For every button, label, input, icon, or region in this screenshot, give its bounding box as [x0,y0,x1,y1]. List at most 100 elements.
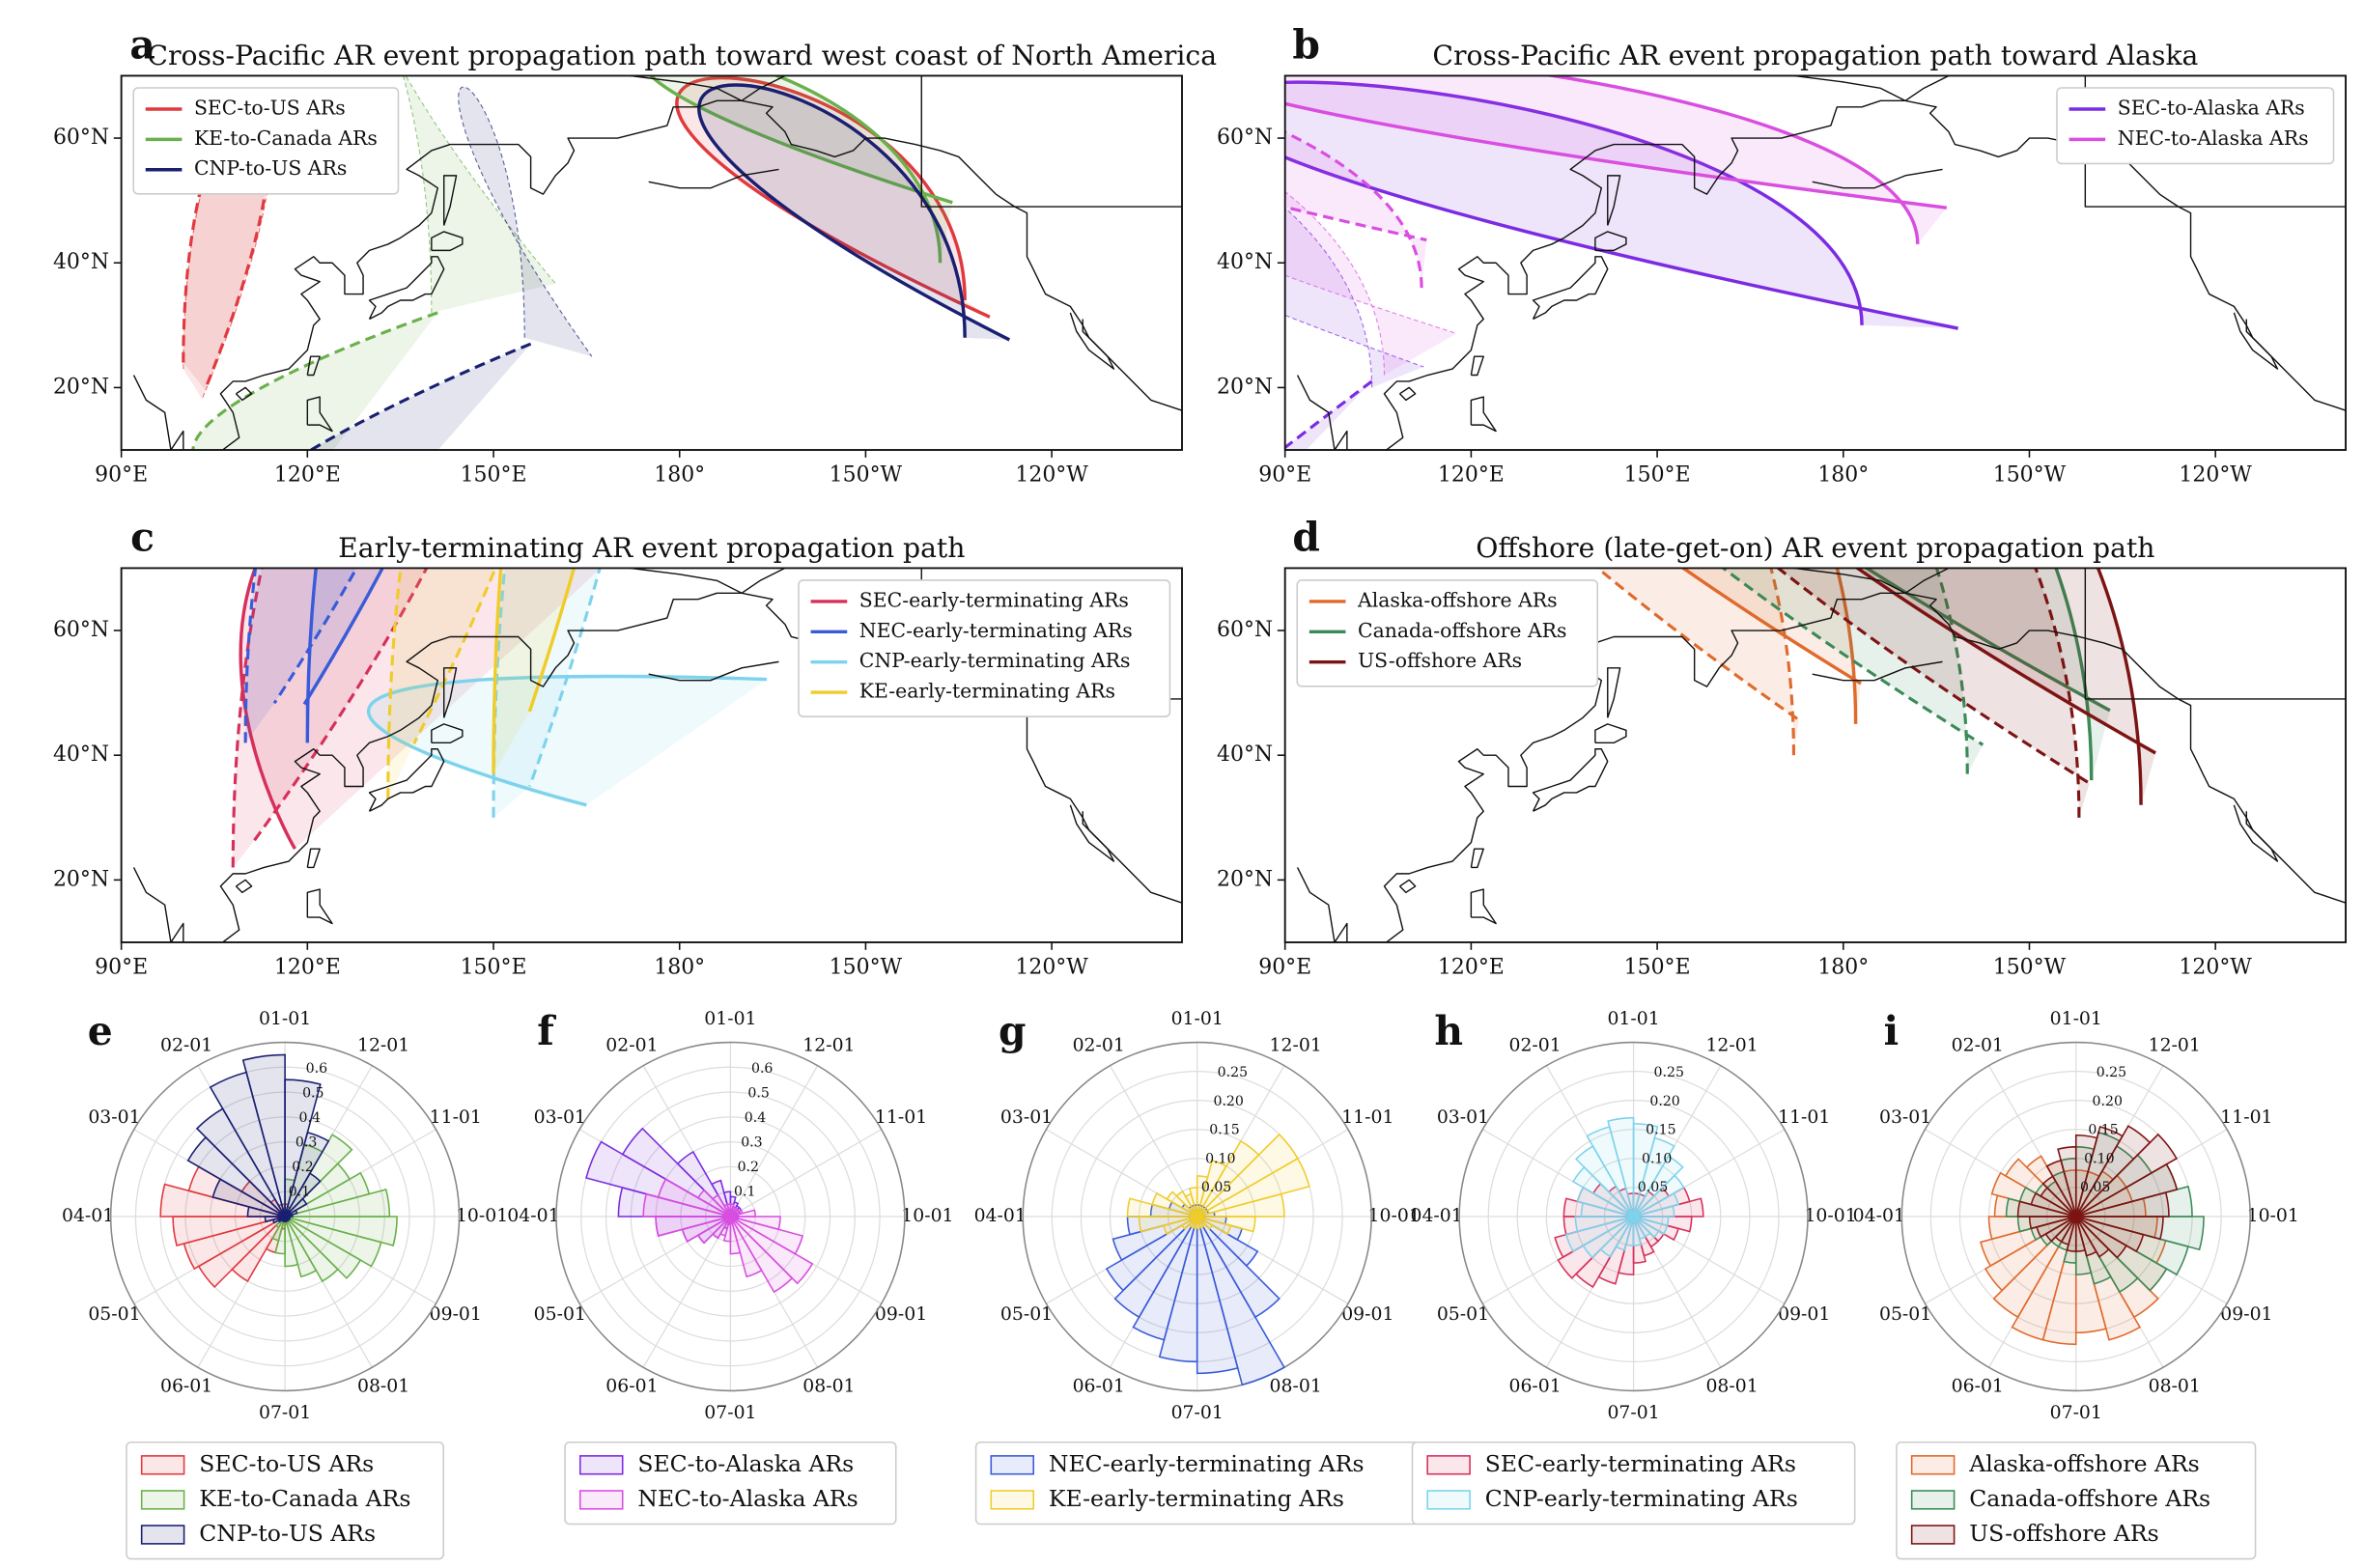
polar-bar [1574,1216,1635,1288]
coastline [306,888,333,925]
angle-label: 05-01 [534,1304,586,1325]
legend-label: KE-early-terminating ARs [859,680,1115,703]
polar-bar [1196,1216,1280,1319]
angle-label: 03-01 [1437,1107,1489,1128]
angle-label: 08-01 [1705,1377,1758,1397]
x-tick-label: 120°E [274,463,341,488]
map-area [132,568,1182,942]
coastline [235,879,253,894]
legend-label: SEC-early-terminating ARs [859,588,1129,611]
polar-frame [109,1041,461,1392]
polar-bar [1196,1159,1227,1218]
angle-label: 04-01 [507,1206,559,1226]
x-tick-label: 120°W [2179,463,2252,488]
radial-tick-label: 0.1 [289,1184,310,1199]
angle-label: 07-01 [1607,1403,1659,1423]
angle-label: 01-01 [1607,1009,1659,1029]
map-area [1296,568,2347,942]
x-tick-label: 150°W [1993,956,2067,980]
x-tick-label: 150°W [1993,463,2067,488]
coastline [741,75,786,101]
coastline [1594,231,1627,252]
legend-box [1296,579,1599,687]
radial-tick-label: 0.4 [745,1110,766,1126]
polar-bar [1586,1126,1635,1218]
angle-label: 07-01 [1171,1403,1224,1423]
map-title: Early-terminating AR event propagation p… [338,532,965,564]
y-tick-label: 60°N [53,618,109,642]
polar-bar [1126,1197,1197,1218]
radial-tick-label: 0.25 [2097,1065,2126,1080]
angle-label: 01-01 [259,1009,311,1029]
legend-swatch [1910,1525,1956,1545]
polar-bar [2075,1125,2152,1218]
angle-label: 05-01 [1437,1304,1489,1325]
y-tick-label: 40°N [53,742,109,767]
polar-bar [2075,1133,2179,1218]
termination-contour [492,568,577,774]
genesis-contour [243,568,358,743]
panel-label: i [1884,1008,1900,1054]
coastline [1398,879,1417,894]
y-tick-label: 20°N [53,375,109,399]
angle-label: 10-01 [1804,1206,1856,1226]
spoke [730,1129,882,1218]
radial-tick-label: 0.25 [1654,1065,1684,1080]
polar-bar [1582,1216,1635,1259]
coastline [1532,256,1609,321]
polar-bar [195,1107,286,1218]
legend-label: KE-to-Canada ARs [199,1485,410,1512]
coastline [1532,748,1609,812]
polar-bar [696,1216,731,1245]
coastline [1812,660,1943,682]
termination-contour [675,75,991,319]
x-tick-label: 150°E [1624,956,1691,980]
angle-label: 09-01 [430,1304,482,1325]
radial-tick-label: 0.20 [2093,1094,2123,1109]
panel-label: g [999,1008,1027,1054]
angle-label: 11-01 [875,1107,927,1128]
legend-label: KE-early-terminating ARs [1049,1485,1344,1512]
y-tick-label: 60°N [1217,618,1273,642]
angle-label: 01-01 [1171,1009,1224,1029]
x-tick-label: 150°W [830,956,903,980]
polar-bar [2075,1216,2159,1319]
angle-label: 08-01 [2149,1377,2201,1397]
y-tick-label: 20°N [1217,375,1273,399]
polar-frame [1900,1041,2251,1392]
x-tick-label: 150°E [1624,463,1691,488]
angle-label: 03-01 [534,1107,586,1128]
genesis-contour [1776,568,2091,818]
genesis-contour [308,342,532,451]
angle-label: 02-01 [160,1035,212,1055]
radial-tick-label: 0.3 [296,1134,317,1150]
radial-tick-label: 0.05 [2080,1180,2110,1195]
angle-label: 11-01 [430,1107,482,1128]
coastline [431,723,464,744]
polar-bar [712,1216,732,1240]
legend-swatch [990,1455,1035,1475]
genesis-contour [191,311,438,451]
legend-label: NEC-to-Alaska ARs [637,1485,858,1512]
legend-label: SEC-to-Alaska ARs [637,1450,854,1477]
legend-swatch [990,1490,1035,1510]
legend-label: SEC-early-terminating ARs [1485,1450,1796,1477]
angle-label: 01-01 [704,1009,756,1029]
legend-label: Alaska-offshore ARs [1357,588,1558,611]
x-tick-label: 180° [654,956,705,980]
legend-swatch [1910,1490,1956,1510]
radial-tick-label: 0.15 [1646,1123,1675,1138]
legend-swatch [578,1455,624,1475]
angle-label: 09-01 [1778,1304,1830,1325]
polar-bar [1599,1216,1635,1258]
angle-label: 07-01 [2050,1403,2102,1423]
legend-box [1896,1441,2257,1560]
y-tick-label: 40°N [53,250,109,274]
angle-label: 06-01 [1073,1377,1125,1397]
coastline [920,75,1182,208]
angle-label: 05-01 [1000,1304,1053,1325]
angle-label: 08-01 [802,1377,855,1397]
angle-label: 06-01 [160,1377,212,1397]
angle-label: 06-01 [605,1377,658,1397]
radial-tick-label: 0.10 [1642,1151,1672,1166]
